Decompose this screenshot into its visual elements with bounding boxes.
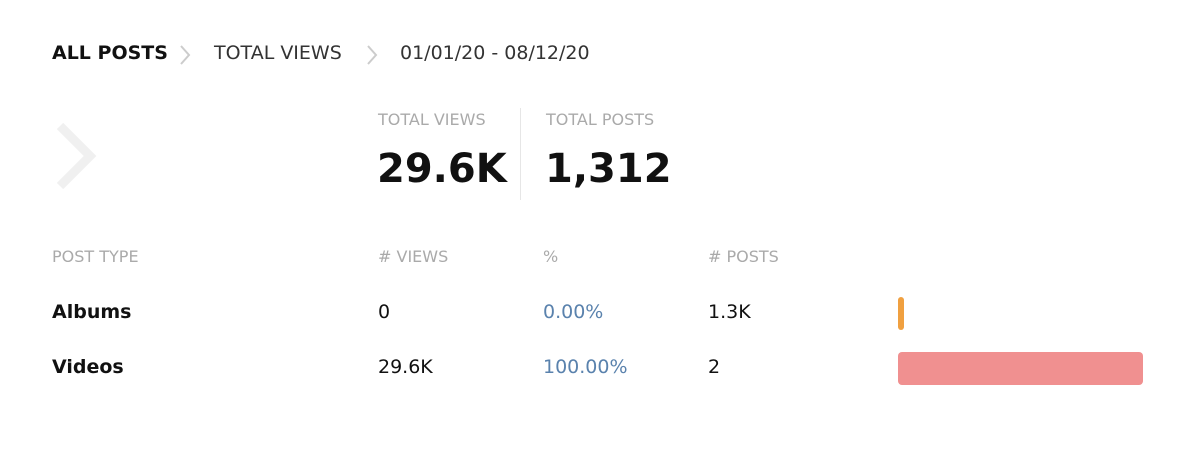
summary-value: 1,312 (545, 146, 672, 192)
summary-label: TOTAL VIEWS (378, 110, 486, 129)
summary-label: TOTAL POSTS (546, 110, 655, 129)
post-type: Videos (52, 356, 124, 378)
breadcrumb-item: 01/01/20 - 08/12/20 (400, 42, 590, 64)
breadcrumb-item[interactable]: TOTAL VIEWS (214, 42, 342, 64)
views: 0 (378, 301, 391, 323)
breadcrumb-separator (180, 45, 191, 65)
views: 29.6K (378, 356, 433, 378)
breadcrumb-separator (367, 45, 378, 65)
breadcrumb-item[interactable]: ALL POSTS (52, 42, 168, 64)
percent: 100.00% (543, 356, 628, 378)
column-header: # POSTS (708, 247, 779, 266)
summary-value: 29.6K (377, 146, 507, 192)
share-bar (898, 352, 1143, 385)
nav-chevron[interactable] (52, 120, 102, 192)
share-bar (898, 297, 904, 330)
column-header: # VIEWS (378, 247, 449, 266)
posts: 1.3K (708, 301, 751, 323)
percent: 0.00% (543, 301, 604, 323)
column-header: POST TYPE (52, 247, 139, 266)
post-type: Albums (52, 301, 132, 323)
divider (520, 108, 521, 200)
column-header: % (543, 247, 559, 266)
posts: 2 (708, 356, 721, 378)
